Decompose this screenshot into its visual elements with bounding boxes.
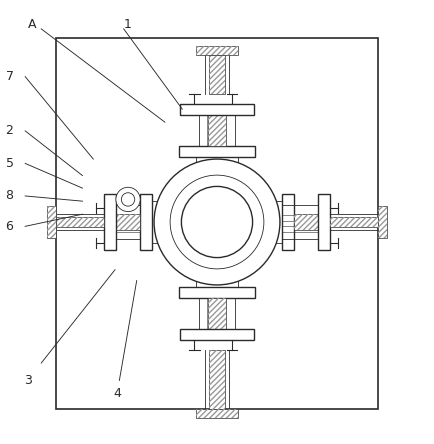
Text: A: A — [28, 18, 37, 31]
Bar — [282, 194, 294, 250]
Bar — [196, 46, 238, 56]
Circle shape — [122, 193, 135, 206]
Bar — [179, 287, 255, 298]
Bar — [196, 155, 238, 175]
Bar — [294, 214, 318, 230]
Bar — [209, 56, 225, 94]
Bar — [208, 298, 226, 329]
Bar — [180, 104, 254, 115]
Bar — [208, 115, 226, 146]
Bar — [264, 201, 284, 243]
Bar — [56, 38, 378, 408]
Text: 5: 5 — [6, 157, 13, 170]
Bar — [56, 217, 104, 227]
Bar — [116, 214, 140, 230]
Bar — [150, 201, 170, 243]
Bar — [196, 46, 238, 56]
Bar — [330, 217, 378, 227]
Bar — [209, 56, 225, 94]
Bar — [104, 194, 116, 250]
Bar — [209, 350, 225, 408]
Text: 6: 6 — [6, 220, 13, 233]
Bar — [208, 115, 226, 146]
Text: 4: 4 — [113, 387, 121, 400]
Bar — [196, 408, 238, 418]
Circle shape — [181, 186, 253, 258]
Circle shape — [116, 187, 140, 212]
Bar — [116, 214, 140, 230]
Circle shape — [154, 159, 280, 285]
Bar — [378, 206, 387, 238]
Text: 8: 8 — [6, 190, 13, 202]
Bar — [330, 217, 378, 227]
Text: 1: 1 — [124, 18, 132, 31]
Bar — [196, 269, 238, 289]
Bar — [208, 298, 226, 329]
Bar — [196, 408, 238, 418]
Bar — [56, 217, 104, 227]
Bar — [47, 206, 56, 238]
Bar — [140, 194, 152, 250]
Circle shape — [170, 175, 264, 269]
Bar — [179, 146, 255, 157]
Bar — [209, 350, 225, 408]
Bar — [318, 194, 330, 250]
Text: 2: 2 — [6, 124, 13, 137]
Text: 7: 7 — [6, 70, 13, 83]
Bar — [294, 214, 318, 230]
Bar — [378, 206, 387, 238]
Text: 3: 3 — [24, 374, 32, 387]
Bar — [47, 206, 56, 238]
Bar — [180, 329, 254, 340]
